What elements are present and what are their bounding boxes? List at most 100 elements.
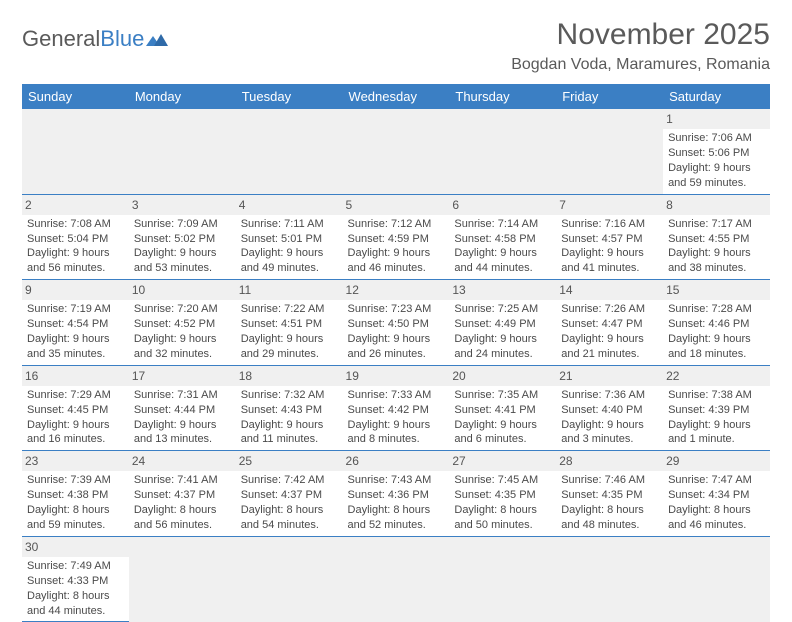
daylight-text: Daylight: 8 hours and 52 minutes. [348,503,445,533]
calendar-cell: 18Sunrise: 7:32 AMSunset: 4:43 PMDayligh… [236,365,343,451]
calendar-cell: 1Sunrise: 7:06 AMSunset: 5:06 PMDaylight… [663,109,770,194]
day-details: Sunrise: 7:08 AMSunset: 5:04 PMDaylight:… [26,217,125,276]
daylight-text: Daylight: 8 hours and 50 minutes. [454,503,551,533]
calendar-cell [236,536,343,622]
daylight-text: Daylight: 9 hours and 49 minutes. [241,246,338,276]
calendar-table: Sunday Monday Tuesday Wednesday Thursday… [22,84,770,622]
sunset-text: Sunset: 4:44 PM [134,403,231,418]
sunset-text: Sunset: 4:35 PM [561,488,658,503]
sunrise-text: Sunrise: 7:41 AM [134,473,231,488]
day-number: 18 [236,366,343,386]
sunrise-text: Sunrise: 7:42 AM [241,473,338,488]
calendar-cell: 15Sunrise: 7:28 AMSunset: 4:46 PMDayligh… [663,280,770,366]
sunrise-text: Sunrise: 7:17 AM [668,217,765,232]
daylight-text: Daylight: 9 hours and 59 minutes. [668,161,765,191]
day-details: Sunrise: 7:47 AMSunset: 4:34 PMDaylight:… [667,473,766,532]
day-details: Sunrise: 7:28 AMSunset: 4:46 PMDaylight:… [667,302,766,361]
calendar-cell: 9Sunrise: 7:19 AMSunset: 4:54 PMDaylight… [22,280,129,366]
calendar-cell [236,109,343,194]
daylight-text: Daylight: 9 hours and 44 minutes. [454,246,551,276]
day-details: Sunrise: 7:17 AMSunset: 4:55 PMDaylight:… [667,217,766,276]
day-number: 16 [22,366,129,386]
day-details: Sunrise: 7:22 AMSunset: 4:51 PMDaylight:… [240,302,339,361]
weekday-header: Saturday [663,84,770,109]
daylight-text: Daylight: 8 hours and 48 minutes. [561,503,658,533]
day-number: 12 [343,280,450,300]
day-number: 28 [556,451,663,471]
daylight-text: Daylight: 9 hours and 26 minutes. [348,332,445,362]
daylight-text: Daylight: 8 hours and 56 minutes. [134,503,231,533]
sunset-text: Sunset: 4:57 PM [561,232,658,247]
sunrise-text: Sunrise: 7:49 AM [27,559,124,574]
calendar-cell [556,109,663,194]
daylight-text: Daylight: 9 hours and 16 minutes. [27,418,124,448]
calendar-row: 2Sunrise: 7:08 AMSunset: 5:04 PMDaylight… [22,194,770,280]
calendar-cell: 17Sunrise: 7:31 AMSunset: 4:44 PMDayligh… [129,365,236,451]
day-number: 24 [129,451,236,471]
sunrise-text: Sunrise: 7:25 AM [454,302,551,317]
location-text: Bogdan Voda, Maramures, Romania [511,56,770,74]
weekday-header: Friday [556,84,663,109]
daylight-text: Daylight: 9 hours and 38 minutes. [668,246,765,276]
day-details: Sunrise: 7:49 AMSunset: 4:33 PMDaylight:… [26,559,125,618]
day-number: 9 [22,280,129,300]
sunset-text: Sunset: 4:37 PM [134,488,231,503]
sunrise-text: Sunrise: 7:35 AM [454,388,551,403]
weekday-header: Sunday [22,84,129,109]
calendar-cell: 14Sunrise: 7:26 AMSunset: 4:47 PMDayligh… [556,280,663,366]
sunrise-text: Sunrise: 7:36 AM [561,388,658,403]
day-details: Sunrise: 7:20 AMSunset: 4:52 PMDaylight:… [133,302,232,361]
daylight-text: Daylight: 9 hours and 3 minutes. [561,418,658,448]
calendar-cell: 3Sunrise: 7:09 AMSunset: 5:02 PMDaylight… [129,194,236,280]
sunrise-text: Sunrise: 7:33 AM [348,388,445,403]
day-details: Sunrise: 7:39 AMSunset: 4:38 PMDaylight:… [26,473,125,532]
day-number: 29 [663,451,770,471]
calendar-cell [449,536,556,622]
calendar-cell [343,109,450,194]
day-details: Sunrise: 7:38 AMSunset: 4:39 PMDaylight:… [667,388,766,447]
sunset-text: Sunset: 4:51 PM [241,317,338,332]
sunrise-text: Sunrise: 7:16 AM [561,217,658,232]
day-number: 15 [663,280,770,300]
calendar-cell: 16Sunrise: 7:29 AMSunset: 4:45 PMDayligh… [22,365,129,451]
calendar-cell: 6Sunrise: 7:14 AMSunset: 4:58 PMDaylight… [449,194,556,280]
brand-logo: GeneralBlue [22,26,168,52]
sunrise-text: Sunrise: 7:29 AM [27,388,124,403]
daylight-text: Daylight: 8 hours and 54 minutes. [241,503,338,533]
sunrise-text: Sunrise: 7:14 AM [454,217,551,232]
day-details: Sunrise: 7:26 AMSunset: 4:47 PMDaylight:… [560,302,659,361]
daylight-text: Daylight: 9 hours and 46 minutes. [348,246,445,276]
day-number: 19 [343,366,450,386]
day-number: 11 [236,280,343,300]
weekday-header: Thursday [449,84,556,109]
sunrise-text: Sunrise: 7:39 AM [27,473,124,488]
calendar-cell: 11Sunrise: 7:22 AMSunset: 4:51 PMDayligh… [236,280,343,366]
daylight-text: Daylight: 9 hours and 1 minute. [668,418,765,448]
calendar-cell: 12Sunrise: 7:23 AMSunset: 4:50 PMDayligh… [343,280,450,366]
sunset-text: Sunset: 4:47 PM [561,317,658,332]
calendar-cell: 7Sunrise: 7:16 AMSunset: 4:57 PMDaylight… [556,194,663,280]
sunset-text: Sunset: 5:04 PM [27,232,124,247]
calendar-cell: 19Sunrise: 7:33 AMSunset: 4:42 PMDayligh… [343,365,450,451]
day-number: 21 [556,366,663,386]
calendar-cell: 30Sunrise: 7:49 AMSunset: 4:33 PMDayligh… [22,536,129,622]
daylight-text: Daylight: 9 hours and 53 minutes. [134,246,231,276]
daylight-text: Daylight: 9 hours and 41 minutes. [561,246,658,276]
sunrise-text: Sunrise: 7:26 AM [561,302,658,317]
day-details: Sunrise: 7:45 AMSunset: 4:35 PMDaylight:… [453,473,552,532]
sunrise-text: Sunrise: 7:43 AM [348,473,445,488]
day-number: 6 [449,195,556,215]
day-details: Sunrise: 7:43 AMSunset: 4:36 PMDaylight:… [347,473,446,532]
daylight-text: Daylight: 9 hours and 29 minutes. [241,332,338,362]
sunrise-text: Sunrise: 7:11 AM [241,217,338,232]
day-details: Sunrise: 7:33 AMSunset: 4:42 PMDaylight:… [347,388,446,447]
calendar-row: 30Sunrise: 7:49 AMSunset: 4:33 PMDayligh… [22,536,770,622]
sunrise-text: Sunrise: 7:46 AM [561,473,658,488]
day-details: Sunrise: 7:41 AMSunset: 4:37 PMDaylight:… [133,473,232,532]
sunset-text: Sunset: 4:37 PM [241,488,338,503]
day-details: Sunrise: 7:12 AMSunset: 4:59 PMDaylight:… [347,217,446,276]
daylight-text: Daylight: 9 hours and 24 minutes. [454,332,551,362]
day-details: Sunrise: 7:09 AMSunset: 5:02 PMDaylight:… [133,217,232,276]
calendar-row: 16Sunrise: 7:29 AMSunset: 4:45 PMDayligh… [22,365,770,451]
brand-general-text: General [22,26,100,52]
